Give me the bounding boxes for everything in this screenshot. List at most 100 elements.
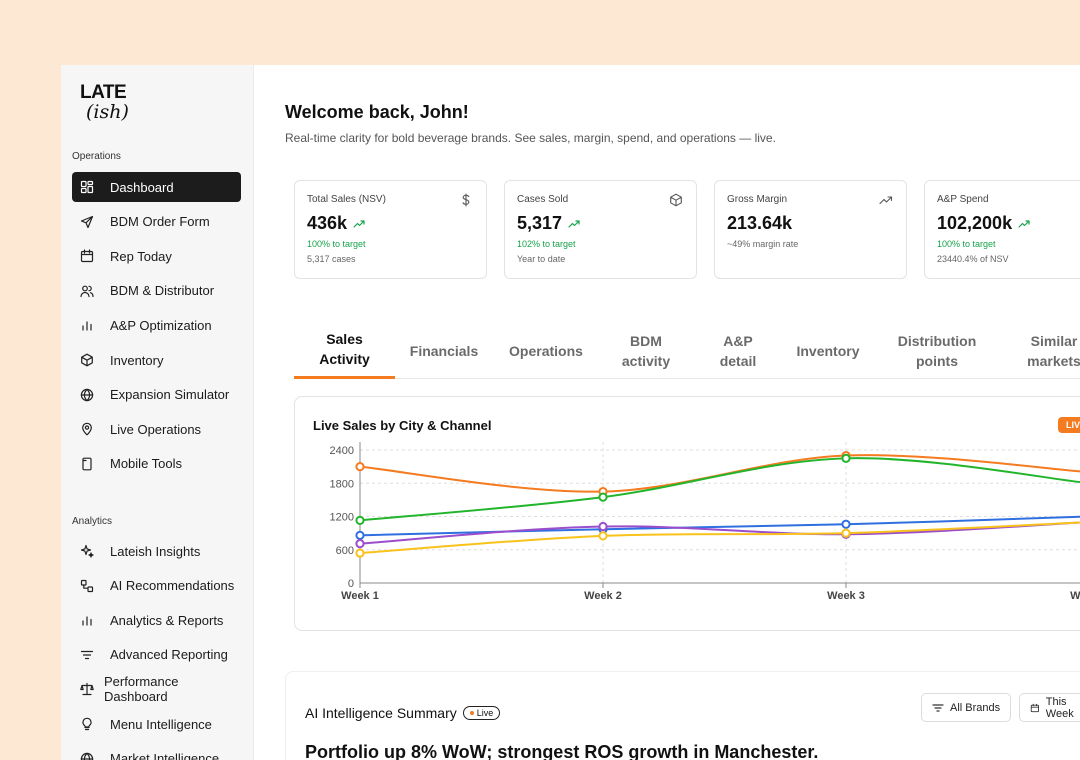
filter-icon [80,650,94,659]
sidebar-item-live-operations[interactable]: Live Operations [72,414,241,444]
send-icon [80,215,94,228]
kpi-card-cases-sold[interactable]: Cases Sold 5,317 102% to target Year to dat… [504,180,697,279]
tab-similar-markets[interactable]: Similar markets [1027,332,1080,369]
sidebar-item-expansion-simulator[interactable]: Expansion Simulator [72,380,241,410]
y-tick-label: 600 [336,545,354,557]
sidebar-item-advanced-reporting[interactable]: Advanced Reporting [72,640,241,670]
tab-bar: Sales Activity Financials Operations BDM acti… [294,322,1080,379]
sidebar-item-label: Menu Intelligence [110,716,212,732]
kpi-label: Gross Margin [727,194,788,205]
kpi-card-gross-margin[interactable]: Gross Margin 213.64k ~49% margin rate [714,180,907,279]
trend-up-icon [568,219,580,228]
live-badge: LIVE [1058,417,1080,433]
kpi-card-a-p-spend[interactable]: A&P Spend 102,200k 100% to target 23440.4% … [924,180,1080,279]
data-point [355,515,365,525]
box-icon [670,193,682,207]
data-point [355,539,365,549]
ai-live-badge: Live [462,706,501,720]
sidebar-item-ai-recommendations[interactable]: AI Recommendations [72,571,241,601]
series-line-3 [359,521,1080,545]
sidebar-item-dashboard[interactable]: Dashboard [72,172,241,202]
page-title: Welcome back, John! [285,102,469,122]
kpi-subtext: 5,317 cases [307,254,356,264]
data-point [841,519,851,529]
sidebar-item-label: Market Intelligence [110,751,220,760]
series-line-4 [359,521,1080,555]
sidebar-item-label: BDM & Distributor [110,283,215,299]
trend-up-icon [1018,219,1030,228]
sidebar-item-performance-dashboard[interactable]: Performance Dashboard [72,674,241,704]
sidebar-item-label: Lateish Insights [110,543,201,559]
y-tick-label: 2400 [330,445,354,457]
filter-icon [932,703,944,712]
kpi-target: 100% to target [937,239,996,249]
tab-inventory[interactable]: Inventory [796,342,860,359]
x-tick-label: Week 2 [584,590,622,602]
bar-chart-icon [82,616,92,626]
kpi-target: 100% to target [307,239,366,249]
tab-bdm-activity[interactable]: BDM activity [621,332,671,369]
sidebar-item-a-p-optimization[interactable]: A&P Optimization [72,310,241,340]
series-line-2 [359,515,1080,537]
tab-distribution-points[interactable]: Distribution points [897,332,977,369]
date-filter-button[interactable]: This Week [1019,693,1080,722]
y-tick-label: 1800 [330,478,354,490]
live-dot-icon [469,711,474,715]
page-subtitle: Real-time clarity for bold beverage bran… [285,131,776,145]
tab-a-p-detail[interactable]: A&P detail [719,332,757,369]
sidebar-item-inventory[interactable]: Inventory [72,345,241,375]
tab-operations[interactable]: Operations [509,342,583,359]
kpi-value: 102,200k [937,213,1080,234]
ai-summary-title: AI Intelligence Summary Live [305,705,501,721]
kpi-label: Total Sales (NSV) [307,194,386,205]
sidebar-item-menu-intelligence[interactable]: Menu Intelligence [72,709,241,739]
tab-sales-activity[interactable]: Sales Activity [294,322,395,379]
data-point [355,548,365,558]
data-point [355,462,365,472]
kpi-card-total-sales-nsv-[interactable]: Total Sales (NSV) 436k 100% to target 5,317… [294,180,487,279]
logo[interactable]: LATE (ish) [80,82,129,123]
kpi-label: A&P Spend [937,194,989,205]
scale-icon [80,683,94,696]
app-window: LATE (ish) Operations Dashboard BDM Order… [61,65,1080,760]
kpi-value: 213.64k [727,213,793,233]
y-tick-label: 1200 [330,512,354,524]
sidebar-item-mobile-tools[interactable]: Mobile Tools [72,449,241,479]
data-point [841,528,851,538]
sidebar-item-market-intelligence[interactable]: Market Intelligence [72,744,241,760]
section-label-analytics: Analytics [72,516,113,527]
trend-up-icon [879,196,893,205]
data-point [598,521,608,532]
tab-financials[interactable]: Financials [409,342,479,359]
x-tick-label: Week 3 [827,590,865,602]
kpi-value: 5,317 [517,213,684,234]
sidebar-item-label: Mobile Tools [110,456,183,472]
main-content: Welcome back, John! Real-time clarity fo… [254,65,1080,760]
chart-title: Live Sales by City & Channel [313,418,492,433]
live-sales-chart-card: Live Sales by City & Channel LIVE 0 600 12… [294,396,1080,631]
data-point [841,453,851,463]
sidebar-item-bdm-order-form[interactable]: BDM Order Form [72,207,241,237]
kpi-subtext: 23440.4% of NSV [937,254,1009,264]
sidebar-item-label: Dashboard [110,179,174,195]
sidebar-item-analytics-reports[interactable]: Analytics & Reports [72,605,241,635]
kpi-label: Cases Sold [517,194,569,205]
ai-headline: Portfolio up 8% WoW; strongest ROS growt… [305,742,819,760]
bar-chart-icon [82,321,92,331]
sidebar-item-label: AI Recommendations [110,578,235,594]
sidebar-item-lateish-insights[interactable]: Lateish Insights [72,536,241,566]
y-tick-label: 0 [348,578,354,590]
sidebar-item-bdm-distributor[interactable]: BDM & Distributor [72,276,241,306]
data-point [598,492,608,502]
trend-up-icon [353,219,365,228]
grid-icon [80,180,94,194]
sidebar-item-label: Advanced Reporting [110,647,228,663]
mobile-icon [82,457,92,471]
sidebar-item-label: A&P Optimization [110,317,212,333]
sidebar-item-rep-today[interactable]: Rep Today [72,241,241,271]
brands-filter-button[interactable]: All Brands [921,693,1012,722]
sidebar: LATE (ish) Operations Dashboard BDM Order… [61,65,254,760]
sidebar-item-label: Analytics & Reports [110,612,224,628]
globe-icon [80,752,94,760]
section-label-operations: Operations [72,151,121,162]
